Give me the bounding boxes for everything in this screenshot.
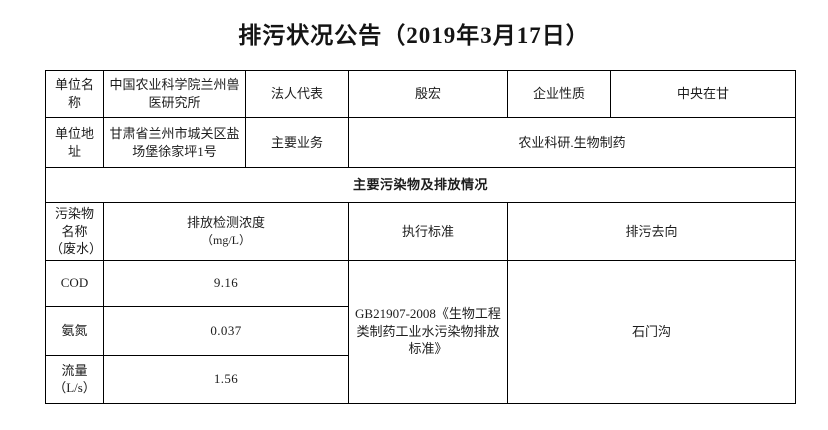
table-row: 主要污染物及排放情况 <box>45 167 796 203</box>
unit-name-value: 中国农业科学院兰州兽医研究所 <box>103 70 246 118</box>
standard-value: GB21907-2008《生物工程类制药工业水污染物排放标准》 <box>348 259 508 404</box>
table-header-row: 污染物名称 （废水） 排放检测浓度 （mg/L） 执行标准 排污去向 <box>45 202 796 261</box>
page-title: 排污状况公告（2019年3月17日） <box>238 23 590 48</box>
destination-header: 排污去向 <box>507 202 796 261</box>
table-row: 单位名称 中国农业科学院兰州兽医研究所 法人代表 殷宏 企业性质 中央在甘 <box>45 70 796 118</box>
enterprise-nature-value: 中央在甘 <box>610 70 796 118</box>
concentration-header-main: 排放检测浓度 <box>186 215 265 231</box>
concentration-header: 排放检测浓度 （mg/L） <box>103 202 349 261</box>
table-row: 流量（L/s） 1.56 <box>45 354 796 404</box>
pollutant-name-ammonia-nitrogen: 氨氮 <box>45 305 104 356</box>
main-business-label: 主要业务 <box>245 117 349 168</box>
table-row: COD 9.16 GB21907-2008《生物工程类制药工业水污染物排放标准》… <box>45 259 796 404</box>
concentration-header-unit: （mg/L） <box>201 233 251 247</box>
unit-address-value: 甘肃省兰州市城关区盐场堡徐家坪1号 <box>103 117 246 168</box>
destination-value: 石门沟 <box>507 259 796 404</box>
legal-rep-label: 法人代表 <box>245 70 349 118</box>
legal-rep-value: 殷宏 <box>348 70 508 118</box>
pollutant-name-flow: 流量（L/s） <box>45 354 104 404</box>
pollutant-name-header-main: 污染物名称 <box>54 206 94 239</box>
unit-address-label: 单位地址 <box>45 117 104 168</box>
table-row: 氨氮 0.037 <box>45 305 796 356</box>
main-business-value: 农业科研.生物制药 <box>348 117 796 168</box>
pollutant-value-flow: 1.56 <box>103 354 349 404</box>
pollution-report-table: 单位名称 中国农业科学院兰州兽医研究所 法人代表 殷宏 企业性质 中央在甘 单位… <box>45 70 796 404</box>
pollutant-name-header-sub: （废水） <box>50 241 103 257</box>
report-table-container: 单位名称 中国农业科学院兰州兽医研究所 法人代表 殷宏 企业性质 中央在甘 单位… <box>45 70 796 404</box>
unit-name-label: 单位名称 <box>45 70 104 118</box>
pollutant-value-ammonia-nitrogen: 0.037 <box>103 305 349 356</box>
enterprise-nature-label: 企业性质 <box>507 70 611 118</box>
pollutant-name-header: 污染物名称 （废水） <box>45 202 104 261</box>
pollutant-name-cod: COD <box>45 259 104 307</box>
pollutant-value-cod: 9.16 <box>103 259 349 307</box>
table-row: 单位地址 甘肃省兰州市城关区盐场堡徐家坪1号 主要业务 农业科研.生物制药 <box>45 117 796 168</box>
standard-header: 执行标准 <box>348 202 508 261</box>
pollutant-section-title: 主要污染物及排放情况 <box>45 167 796 203</box>
